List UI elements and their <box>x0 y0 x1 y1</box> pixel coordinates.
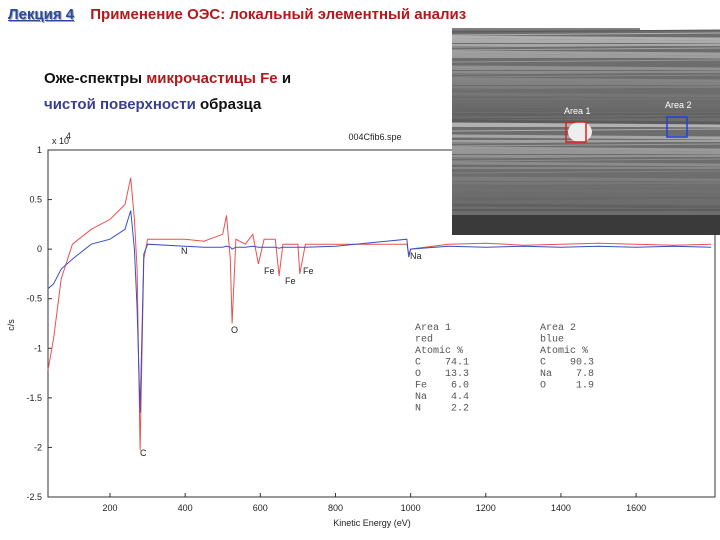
area-table-line: Na 4.4 <box>415 392 469 403</box>
area-table-line: Na 7.8 <box>540 369 594 380</box>
area-box <box>565 121 587 143</box>
x-tick-label: 1400 <box>551 503 571 513</box>
peak-label: N <box>181 246 188 256</box>
sem-label: Area 1 <box>564 106 591 116</box>
sem-streak <box>451 107 720 113</box>
x-tick-label: 1600 <box>626 503 646 513</box>
sem-streak <box>451 149 720 155</box>
text: чистой поверхности <box>44 96 196 113</box>
x-tick-label: 400 <box>178 503 193 513</box>
x-tick-label: 800 <box>328 503 343 513</box>
chart-title: 004Cfib6.spe <box>348 132 401 142</box>
text: микрочастицы Fe <box>146 70 278 87</box>
x-tick-label: 600 <box>253 503 268 513</box>
sem-streak <box>451 65 720 71</box>
particle <box>568 122 592 142</box>
text: Оже-спектры <box>44 70 143 87</box>
header: Лекция 4 Применение ОЭС: локальный элеме… <box>8 6 466 23</box>
sem-streak <box>451 29 720 33</box>
y-axis-label: c/s <box>6 319 16 331</box>
x-tick-label: 1000 <box>401 503 421 513</box>
y-multiplier-exp: 4 <box>66 131 71 141</box>
text: и <box>281 70 292 87</box>
y-tick-label: -1.5 <box>26 393 42 403</box>
y-tick-label: -1 <box>34 343 42 353</box>
sem-streak <box>451 38 720 44</box>
area-table-line: Fe 6.0 <box>415 381 469 392</box>
y-tick-label: -0.5 <box>26 294 42 304</box>
sem-streak <box>451 176 720 182</box>
area-table-line: Atomic % <box>540 345 588 357</box>
sem-streak <box>451 53 720 59</box>
sem-streak <box>451 203 720 209</box>
x-axis-label: Kinetic Energy (eV) <box>333 518 411 528</box>
text: образца <box>199 96 262 113</box>
sem-streak <box>451 92 720 98</box>
sem-streak <box>451 191 720 197</box>
x-tick-label: 200 <box>102 503 117 513</box>
sem-streak <box>451 170 720 174</box>
sem-label: Area 2 <box>665 100 692 110</box>
sem-streak <box>451 188 720 194</box>
x-tick-label: 1200 <box>476 503 496 513</box>
sem-streak <box>451 50 720 56</box>
subtitle-line: чистой поверхности образца <box>44 92 291 118</box>
area-table-line: N 2.2 <box>415 404 469 415</box>
sem-streak <box>451 146 720 152</box>
peak-label: O <box>231 325 238 335</box>
sem-streak <box>451 104 720 110</box>
sem-streak <box>451 59 720 63</box>
area-table-line: C 74.1 <box>415 358 469 369</box>
y-tick-label: 0 <box>37 244 42 254</box>
sem-infobar <box>452 215 720 235</box>
area-table-line: Area 2 <box>540 323 576 334</box>
sem-streak <box>451 80 720 86</box>
sem-streak <box>451 185 720 189</box>
lecture-label: Лекция 4 <box>8 6 75 23</box>
subtitle: Оже-спектры микрочастицы Fe и чистой пов… <box>44 66 291 118</box>
sem-streak <box>451 35 720 41</box>
sem-streak <box>451 74 720 78</box>
y-tick-label: 0.5 <box>29 195 42 205</box>
sem-streak <box>451 77 720 83</box>
series-line <box>47 177 712 451</box>
area-table-line: Area 1 <box>415 323 451 334</box>
y-tick-label: -2 <box>34 442 42 452</box>
series-line <box>47 210 712 413</box>
sem-streak <box>451 101 720 105</box>
peak-label: Fe <box>264 266 275 276</box>
plot-frame <box>47 149 716 498</box>
area-table-line: blue <box>540 334 564 346</box>
sem-streak <box>451 161 720 167</box>
area-table-line: Atomic % <box>415 345 463 357</box>
area-table-line: O 13.3 <box>415 369 469 380</box>
peak-label: Fe <box>303 266 314 276</box>
sem-streak <box>451 47 720 51</box>
sem-streak <box>451 143 720 147</box>
area-box <box>666 116 688 138</box>
slide-title: Применение ОЭС: локальный элементный ана… <box>90 6 467 23</box>
y-tick-label: -2.5 <box>26 492 42 502</box>
y-multiplier: x 10 <box>52 136 69 146</box>
peak-label: Na <box>410 251 422 261</box>
subtitle-line: Оже-спектры микрочастицы Fe и <box>44 66 291 92</box>
area-table-line: O 1.9 <box>540 381 594 392</box>
y-tick-label: 1 <box>37 145 42 155</box>
peak-label: C <box>140 448 147 458</box>
sem-streak <box>451 32 720 36</box>
sem-streak <box>451 158 720 162</box>
peak-label: Fe <box>285 276 296 286</box>
area-table-line: red <box>415 334 433 346</box>
area-table-line: C 90.3 <box>540 358 594 369</box>
